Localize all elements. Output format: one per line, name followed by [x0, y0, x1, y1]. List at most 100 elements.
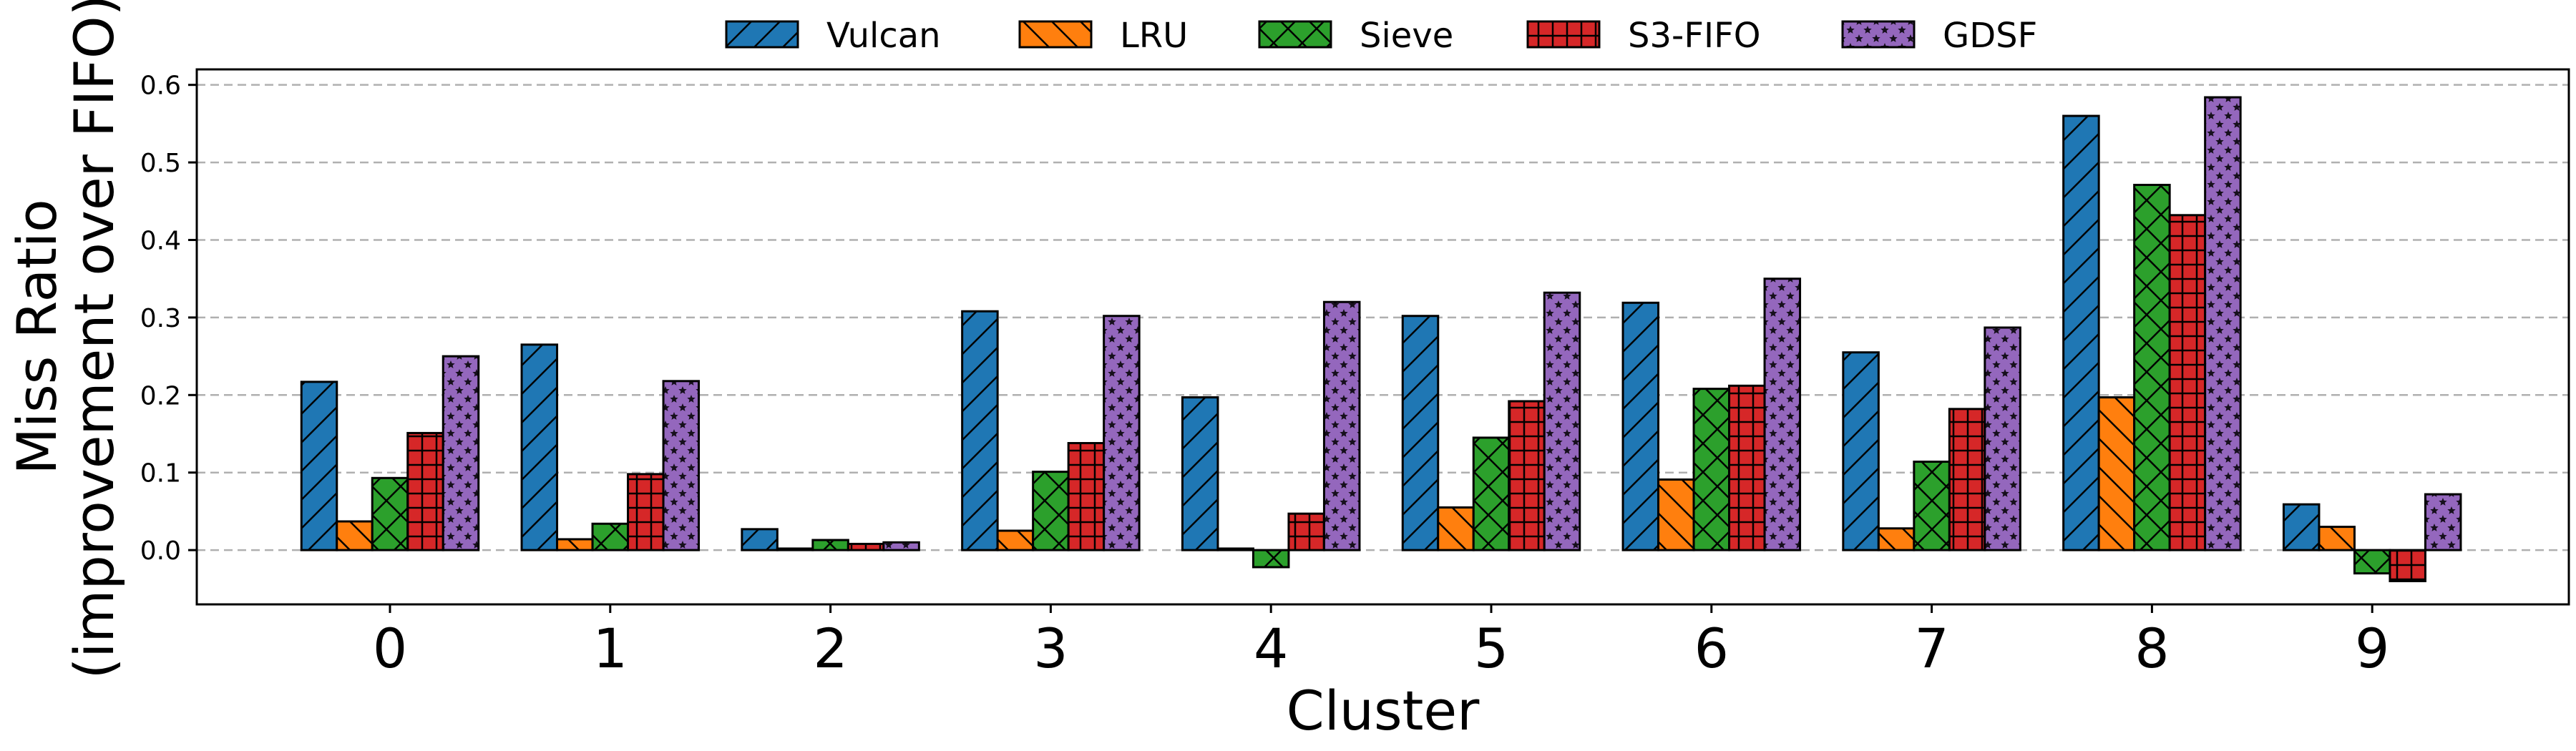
bar-sieve-cluster-1: [591, 522, 630, 551]
x-tick-label: 3: [1033, 617, 1068, 680]
legend-item-vulcan: Vulcan: [725, 16, 941, 56]
bar-sieve-cluster-3: [1032, 471, 1070, 551]
bar-group-cluster-9: [2282, 493, 2462, 582]
y-tick-label: 0.1: [140, 459, 181, 489]
bar-gdsf-cluster-1: [662, 380, 701, 551]
y-tick-label: 0.2: [140, 381, 181, 411]
bar-gdsf-cluster-8: [2204, 96, 2242, 551]
legend-swatch: [1526, 20, 1601, 49]
bar-s3-fifo-cluster-5: [1508, 400, 1546, 551]
bar-sieve-cluster-8: [2133, 184, 2171, 551]
bar-gdsf-cluster-7: [1984, 326, 2021, 551]
legend-swatch: [1841, 20, 1916, 49]
bar-s3-fifo-cluster-4: [1287, 512, 1325, 551]
bar-group-cluster-7: [1842, 326, 2021, 551]
bar-gdsf-cluster-3: [1103, 315, 1141, 551]
bar-s3-fifo-cluster-1: [627, 473, 665, 551]
bar-vulcan-cluster-7: [1842, 351, 1880, 551]
y-axis-title-line1: Miss Ratio: [5, 199, 69, 474]
bar-gdsf-cluster-6: [1763, 278, 1802, 551]
bar-sieve-cluster-7: [1913, 461, 1951, 551]
bar-lru-cluster-8: [2097, 396, 2136, 551]
bar-group-cluster-0: [300, 355, 480, 551]
bar-sieve-cluster-9: [2353, 549, 2391, 575]
bar-s3-fifo-cluster-9: [2389, 549, 2426, 582]
x-tick-label: 5: [1474, 617, 1508, 680]
bar-s3-fifo-cluster-2: [847, 542, 885, 551]
bar-group-cluster-5: [1401, 291, 1581, 551]
bar-sieve-cluster-5: [1472, 436, 1511, 551]
bar-group-cluster-3: [961, 310, 1141, 551]
legend-item-s3-fifo: S3-FIFO: [1526, 16, 1760, 56]
legend-label: Sieve: [1360, 16, 1453, 56]
y-tick-label: 0.3: [140, 304, 181, 333]
bar-s3-fifo-cluster-6: [1728, 384, 1766, 551]
bar-sieve-cluster-0: [371, 476, 409, 551]
bar-vulcan-cluster-2: [741, 528, 779, 551]
y-tick-label: 0.0: [140, 536, 181, 566]
legend-swatch: [1018, 20, 1093, 49]
legend-item-gdsf: GDSF: [1841, 16, 2037, 56]
bar-s3-fifo-cluster-0: [406, 431, 444, 551]
bar-lru-cluster-2: [776, 547, 814, 551]
y-axis-title-line2: (improvement over FIFO): [62, 0, 126, 679]
bar-groups: [300, 96, 2462, 582]
bar-gdsf-cluster-2: [882, 541, 920, 551]
x-tick-label: 7: [1914, 617, 1948, 680]
legend-label: GDSF: [1943, 16, 2037, 56]
y-axis: 0.0 0.1 0.2 0.3 0.4 0.5 0.6: [140, 72, 197, 566]
x-axis-title: Cluster: [1287, 679, 1480, 742]
bar-s3-fifo-cluster-8: [2168, 214, 2207, 551]
x-tick-label: 0: [373, 617, 407, 680]
bar-gdsf-cluster-5: [1543, 291, 1581, 551]
bar-lru-cluster-9: [2318, 526, 2356, 551]
bar-s3-fifo-cluster-7: [1948, 408, 1986, 551]
bar-gdsf-cluster-0: [441, 355, 480, 551]
bar-vulcan-cluster-6: [1621, 301, 1660, 551]
bar-lru-cluster-3: [996, 529, 1035, 551]
legend: Vulcan LRU Sieve S3-FIFO GDSF: [725, 16, 2037, 56]
legend-swatch: [1258, 20, 1332, 49]
bar-gdsf-cluster-4: [1322, 300, 1361, 551]
bar-s3-fifo-cluster-3: [1067, 442, 1106, 551]
legend-label: LRU: [1120, 16, 1188, 56]
bar-lru-cluster-7: [1877, 527, 1916, 551]
bar-lru-cluster-1: [556, 538, 594, 551]
x-tick-label: 6: [1694, 617, 1729, 680]
x-tick-label: 8: [2135, 617, 2169, 680]
bar-group-cluster-6: [1621, 278, 1802, 551]
bar-group-cluster-8: [2062, 96, 2242, 551]
bar-lru-cluster-4: [1216, 547, 1254, 551]
legend-label: S3-FIFO: [1628, 16, 1760, 56]
legend-item-sieve: Sieve: [1258, 16, 1453, 56]
bar-group-cluster-2: [741, 528, 920, 551]
x-tick-label: 2: [813, 617, 847, 680]
bar-lru-cluster-6: [1657, 478, 1695, 551]
bar-sieve-cluster-4: [1252, 549, 1290, 569]
x-tick-label: 9: [2355, 617, 2389, 680]
bar-sieve-cluster-2: [811, 539, 849, 551]
x-tick-label: 4: [1254, 617, 1288, 680]
bar-vulcan-cluster-1: [520, 343, 559, 551]
bar-vulcan-cluster-4: [1181, 396, 1219, 551]
bar-group-cluster-4: [1181, 300, 1361, 569]
bar-sieve-cluster-6: [1692, 388, 1731, 551]
plot-frame: [195, 68, 2570, 606]
grid-lines: [197, 84, 2569, 551]
y-tick-label: 0.5: [140, 149, 181, 178]
legend-label: Vulcan: [826, 16, 941, 56]
bar-lru-cluster-5: [1437, 506, 1475, 551]
legend-swatch: [725, 20, 799, 49]
y-tick-label: 0.4: [140, 226, 181, 255]
bar-group-cluster-1: [520, 343, 701, 551]
x-tick-label: 1: [593, 617, 628, 680]
bar-vulcan-cluster-0: [300, 381, 338, 551]
bar-vulcan-cluster-5: [1401, 315, 1440, 551]
bar-gdsf-cluster-9: [2424, 493, 2462, 551]
bar-vulcan-cluster-3: [961, 310, 999, 551]
legend-item-lru: LRU: [1018, 16, 1188, 56]
bar-vulcan-cluster-8: [2062, 114, 2100, 551]
y-tick-label: 0.6: [140, 72, 181, 101]
